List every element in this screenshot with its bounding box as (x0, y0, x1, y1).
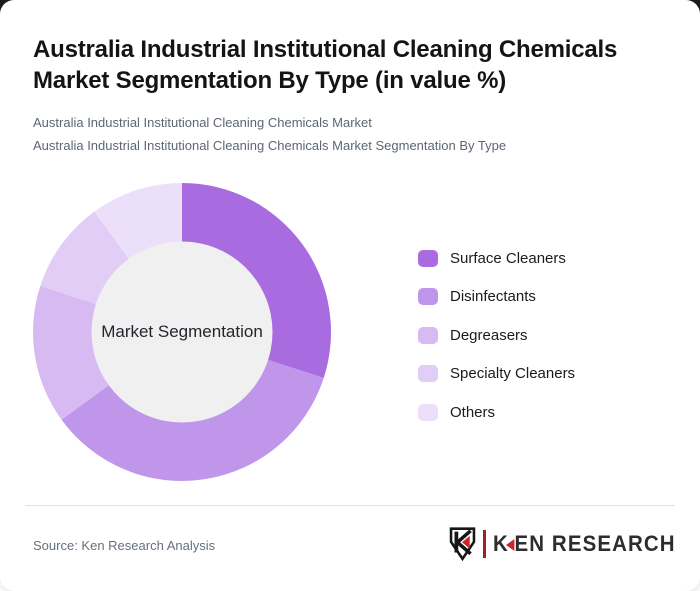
donut-hole (91, 241, 273, 423)
legend-label: Surface Cleaners (450, 250, 566, 267)
page-title-line-2: Market Segmentation By Type (in value %) (33, 67, 506, 94)
chart-legend: Surface Cleaners Disinfectants Degreasers S… (418, 250, 575, 442)
legend-label: Disinfectants (450, 288, 536, 306)
legend-swatch-icon (418, 326, 438, 344)
donut-chart: Market Segmentation (32, 182, 332, 482)
legend-swatch-icon (418, 288, 438, 306)
legend-item-others[interactable]: Others (418, 403, 575, 421)
footer-divider (25, 505, 675, 506)
page-title: Australia Industrial Institutional Clean… (33, 34, 667, 96)
donut-chart-svg (33, 183, 332, 481)
legend-swatch-icon (418, 403, 438, 421)
logo-divider-bar (483, 530, 486, 558)
legend-item-specialty-cleaners[interactable]: Specialty Cleaners (418, 365, 576, 383)
legend-label: Specialty Cleaners (450, 365, 576, 383)
chart-subtitle-line-2: Australia Industrial Institutional Clean… (33, 137, 507, 153)
page-title-line-1: Australia Industrial Institutional Clean… (33, 36, 618, 63)
chart-subtitle: Australia Industrial Institutional Clean… (33, 112, 506, 157)
legend-label: Degreasers (450, 326, 528, 344)
legend-swatch-icon (418, 365, 438, 383)
ken-research-wordmark: K EN RESEARCH (493, 531, 676, 557)
legend-item-degreasers[interactable]: Degreasers (418, 326, 575, 344)
wordmark-rest: EN RESEARCH (514, 531, 676, 556)
wordmark-k: K (493, 531, 509, 556)
ken-research-shield-icon (449, 527, 476, 561)
ken-research-logo: K EN RESEARCH (448, 526, 689, 562)
legend-swatch-icon (418, 250, 438, 267)
legend-item-disinfectants[interactable]: Disinfectants (418, 288, 575, 306)
source-text: Source: Ken Research Analysis (33, 538, 216, 553)
wordmark-red-triangle-icon (506, 538, 515, 551)
legend-label: Others (450, 403, 496, 421)
chart-subtitle-line-1: Australia Industrial Institutional Clean… (33, 115, 372, 130)
legend-item-surface-cleaners[interactable]: Surface Cleaners (418, 250, 575, 267)
